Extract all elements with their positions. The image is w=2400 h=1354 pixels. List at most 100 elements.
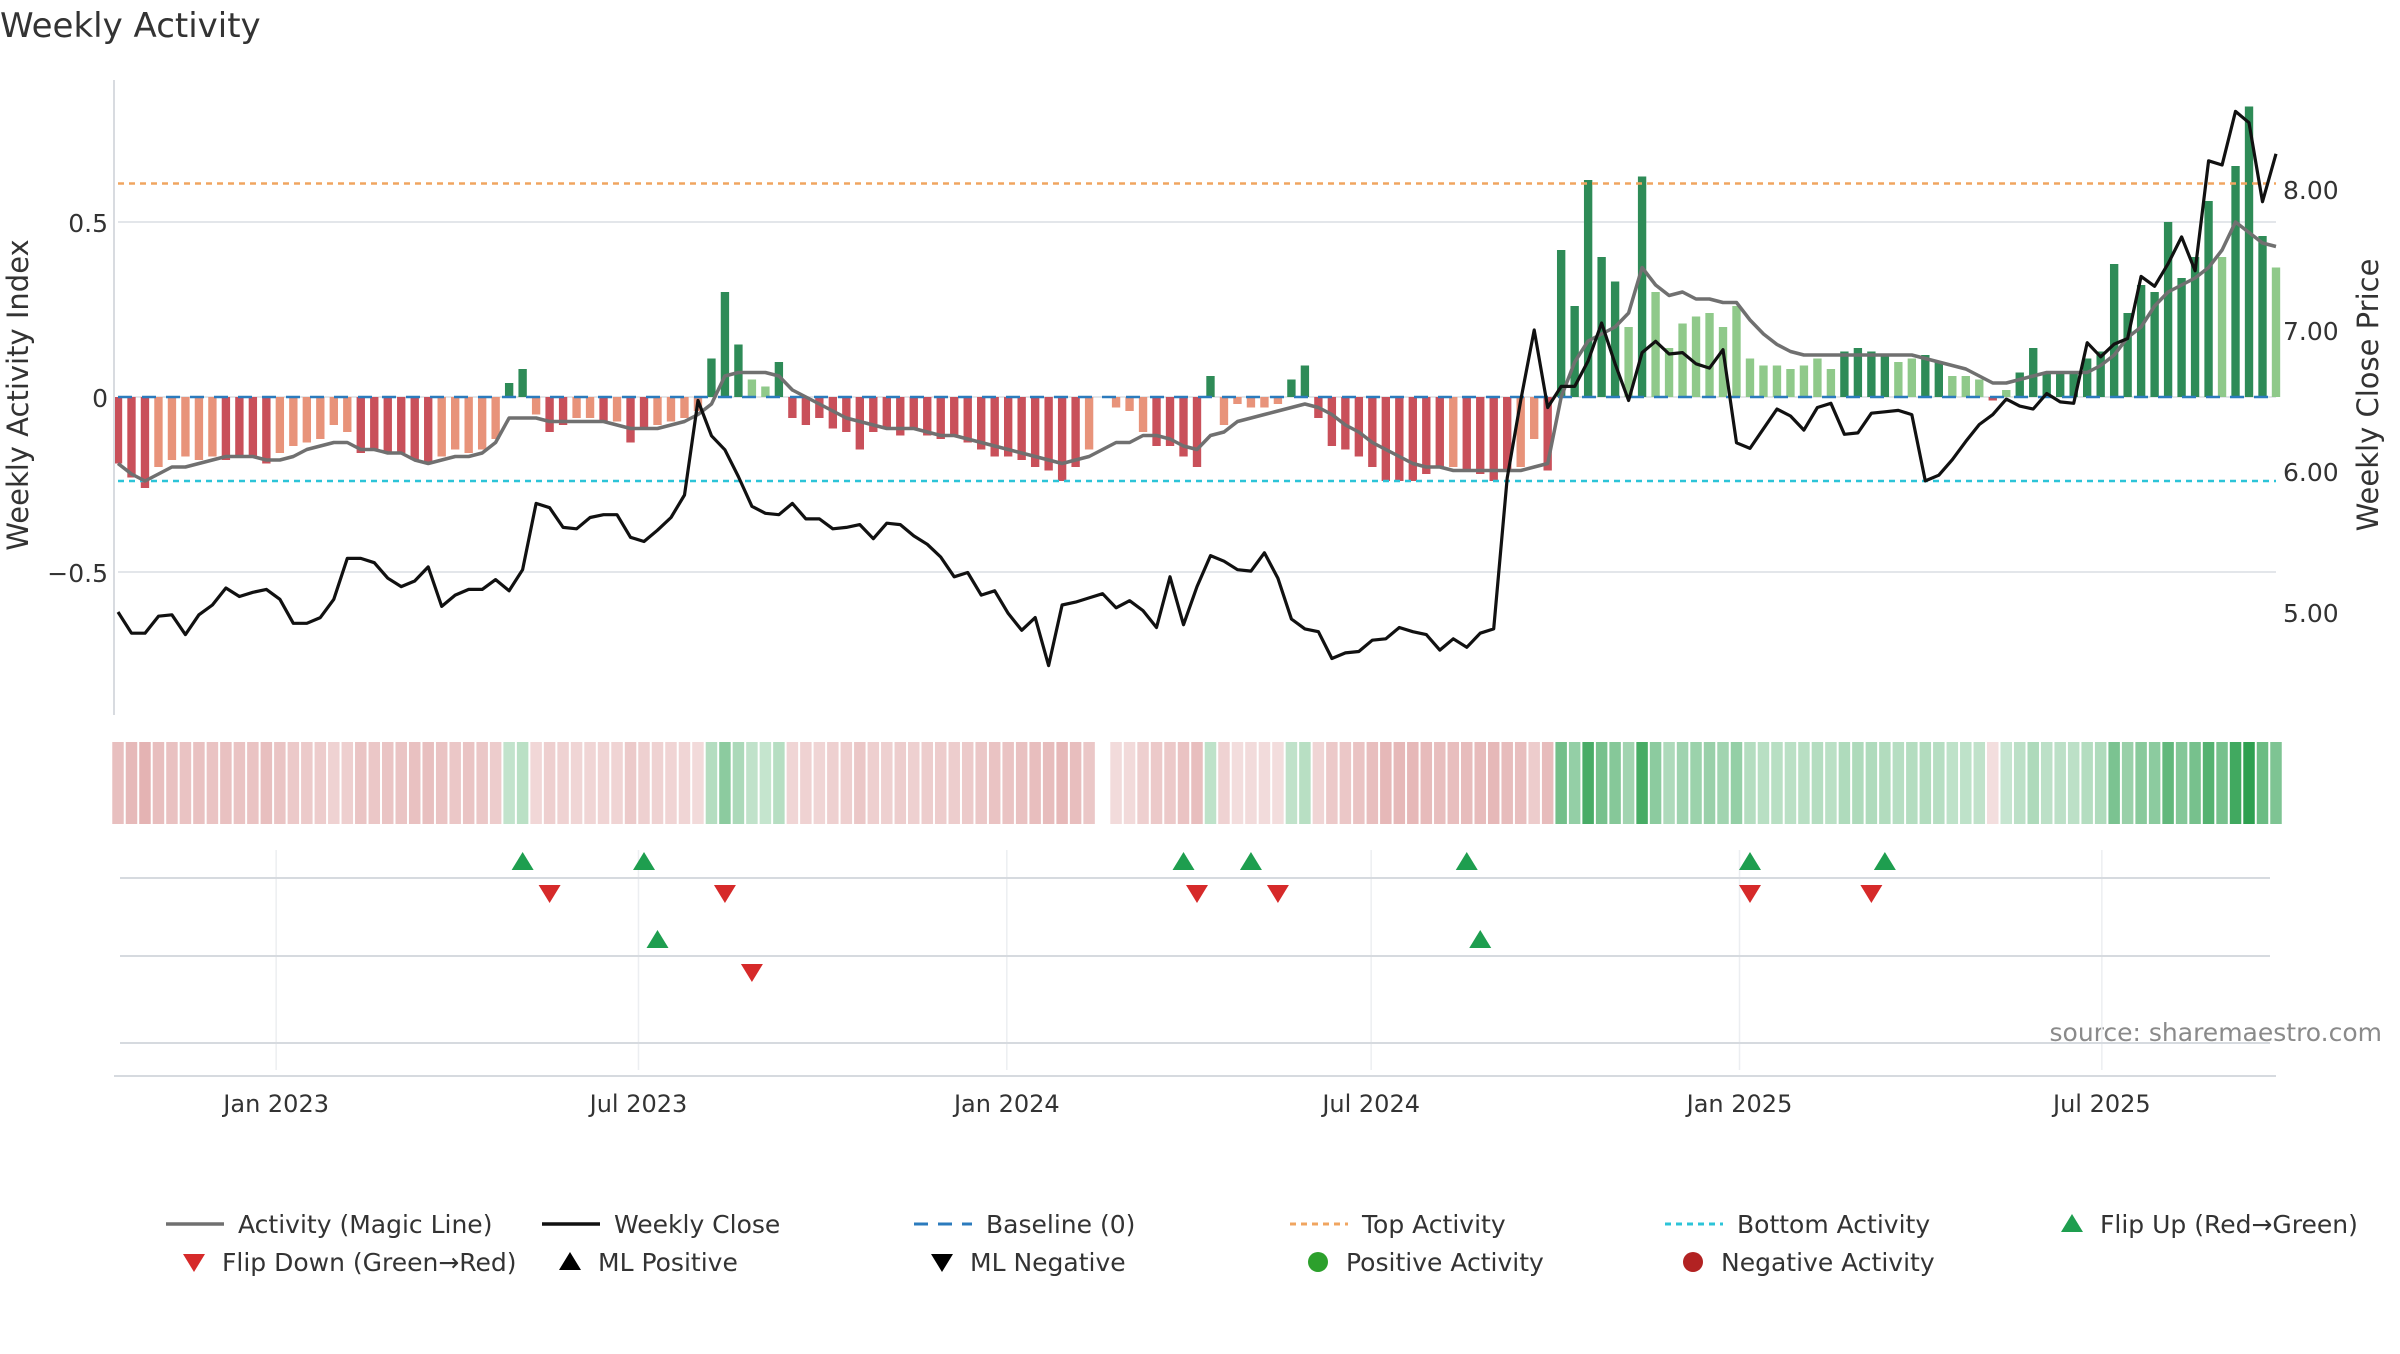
activity-bar bbox=[1610, 281, 1620, 397]
activity-bar bbox=[154, 397, 163, 467]
y-right-tick-label: 6.00 bbox=[2283, 458, 2339, 487]
strip-cell bbox=[1973, 742, 1986, 824]
activity-bar bbox=[248, 397, 258, 457]
activity-bar bbox=[1233, 397, 1242, 404]
grid-layer bbox=[118, 221, 2276, 1070]
strip-cell bbox=[705, 742, 718, 824]
activity-bar bbox=[1826, 369, 1836, 397]
activity-bar bbox=[842, 397, 851, 432]
activity-bar bbox=[1583, 180, 1593, 397]
y-axis-right-label: Weekly Close Price bbox=[2351, 259, 2385, 532]
strip-cell bbox=[2162, 742, 2174, 824]
strip-cell bbox=[355, 742, 367, 824]
strip-cell bbox=[948, 742, 960, 824]
activity-bar bbox=[1192, 397, 1202, 467]
activity-bar bbox=[761, 386, 770, 397]
activity-bar bbox=[680, 397, 689, 418]
activity-bar bbox=[167, 397, 177, 460]
activity-bar bbox=[464, 397, 473, 453]
strip-cell bbox=[462, 742, 475, 824]
x-tick-label: Jan 2024 bbox=[952, 1090, 1060, 1118]
activity-bar bbox=[1988, 397, 1997, 401]
strip-cell bbox=[1258, 742, 1271, 824]
activity-bar bbox=[1813, 358, 1822, 397]
chart-title: Weekly Activity bbox=[0, 6, 261, 46]
flip-down-marker bbox=[1266, 885, 1289, 903]
strip-cell bbox=[611, 742, 623, 824]
strip-cell bbox=[1690, 742, 1702, 824]
activity-bar bbox=[1637, 176, 1647, 397]
activity-bar bbox=[1179, 397, 1188, 457]
strip-cell bbox=[1177, 742, 1190, 824]
strip-cell bbox=[1447, 742, 1460, 824]
activity-bar bbox=[707, 358, 716, 397]
activity-bar bbox=[2136, 285, 2146, 397]
activity-bar bbox=[1408, 397, 1417, 481]
activity-bar bbox=[140, 397, 150, 488]
strip-cell bbox=[382, 742, 394, 824]
activity-bar bbox=[1556, 250, 1566, 397]
legend-label: Weekly Close bbox=[614, 1210, 780, 1239]
strip-cell bbox=[1029, 742, 1041, 824]
activity-bar bbox=[491, 397, 500, 439]
strip-cell bbox=[1474, 742, 1486, 824]
strip-cell bbox=[1676, 742, 1689, 824]
flip-up-marker bbox=[1172, 852, 1195, 870]
strip-cell bbox=[2094, 742, 2107, 824]
strip-cell bbox=[2229, 742, 2242, 824]
activity-bar bbox=[451, 397, 460, 450]
legend-swatch bbox=[559, 1252, 581, 1270]
strip-cell bbox=[287, 742, 300, 824]
activity-bar bbox=[410, 397, 419, 460]
strip-cell bbox=[1717, 742, 1729, 824]
ml-positive-marker bbox=[1469, 930, 1492, 948]
strip-cell bbox=[2013, 742, 2026, 824]
flip-down-marker bbox=[1186, 885, 1208, 903]
activity-bar bbox=[1354, 397, 1364, 457]
strip-cell bbox=[125, 742, 138, 824]
activity-bar bbox=[1543, 397, 1552, 471]
activity-bar bbox=[2015, 372, 2024, 397]
strip-cell bbox=[1380, 742, 1392, 824]
activity-bar bbox=[2029, 348, 2038, 397]
activity-bar bbox=[572, 397, 581, 418]
strip-cell bbox=[1366, 742, 1379, 824]
legend-swatch bbox=[183, 1254, 205, 1272]
strip-cell bbox=[1771, 742, 1783, 824]
strip-cell bbox=[314, 742, 327, 824]
strip-cell bbox=[1649, 742, 1662, 824]
strip-cell bbox=[1487, 742, 1500, 824]
activity-bar bbox=[397, 397, 406, 453]
activity-bar bbox=[1503, 397, 1512, 471]
strip-cell bbox=[1960, 742, 1972, 824]
strip-cell bbox=[2270, 742, 2282, 824]
strip-cell bbox=[1393, 742, 1406, 824]
activity-bar bbox=[2082, 358, 2092, 397]
strip-cell bbox=[1919, 742, 1932, 824]
strip-cell bbox=[1757, 742, 1770, 824]
strip-cell bbox=[2000, 742, 2012, 824]
activity-bar bbox=[747, 379, 757, 397]
activity-bar bbox=[626, 397, 635, 443]
activity-bar bbox=[2258, 236, 2267, 397]
strip-cell bbox=[813, 742, 826, 824]
strip-cell bbox=[1595, 742, 1608, 824]
activity-bar bbox=[1691, 316, 1701, 397]
activity-bar bbox=[2109, 264, 2119, 397]
activity-bar bbox=[1138, 397, 1148, 432]
strip-cell bbox=[854, 742, 866, 824]
activity-bar bbox=[2231, 166, 2240, 397]
strip-cell bbox=[1312, 742, 1325, 824]
activity-bar bbox=[1921, 355, 1930, 397]
strip-cell bbox=[894, 742, 907, 824]
activity-bar bbox=[963, 397, 972, 443]
activity-bar bbox=[909, 397, 918, 429]
strip-cell bbox=[759, 742, 772, 824]
strip-cell bbox=[773, 742, 785, 824]
activity-bar bbox=[1880, 355, 1890, 397]
activity-bar bbox=[801, 397, 811, 425]
activity-bar bbox=[1246, 397, 1256, 408]
activity-bar bbox=[437, 397, 446, 457]
activity-bar bbox=[1165, 397, 1175, 446]
